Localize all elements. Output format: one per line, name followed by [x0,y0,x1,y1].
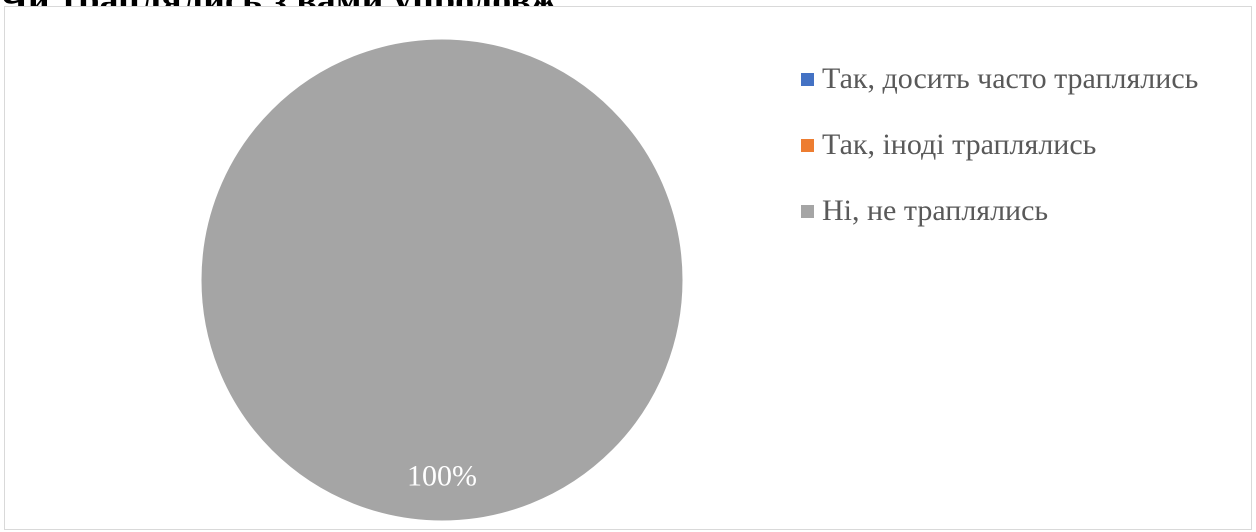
pie-chart: 100% Так, досить часто траплялись Так, і… [4,6,1252,530]
pie-slice-never [198,36,686,524]
legend-swatch-never [801,204,814,218]
legend-swatch-sometimes [801,138,814,152]
pie-plot: 100% [198,36,686,524]
legend-label-often: Так, досить часто траплялись [822,62,1199,95]
legend-label-sometimes: Так, іноді траплялись [822,128,1097,161]
legend-item-never: Ні, не траплялись [801,187,1198,235]
legend-item-often: Так, досить часто траплялись [801,55,1198,103]
data-label-never: 100% [407,460,477,493]
legend-label-never: Ні, не траплялись [822,194,1049,227]
chart-legend: Так, досить часто траплялись Так, іноді … [801,55,1198,253]
legend-item-sometimes: Так, іноді траплялись [801,121,1198,169]
legend-swatch-often [801,72,814,86]
